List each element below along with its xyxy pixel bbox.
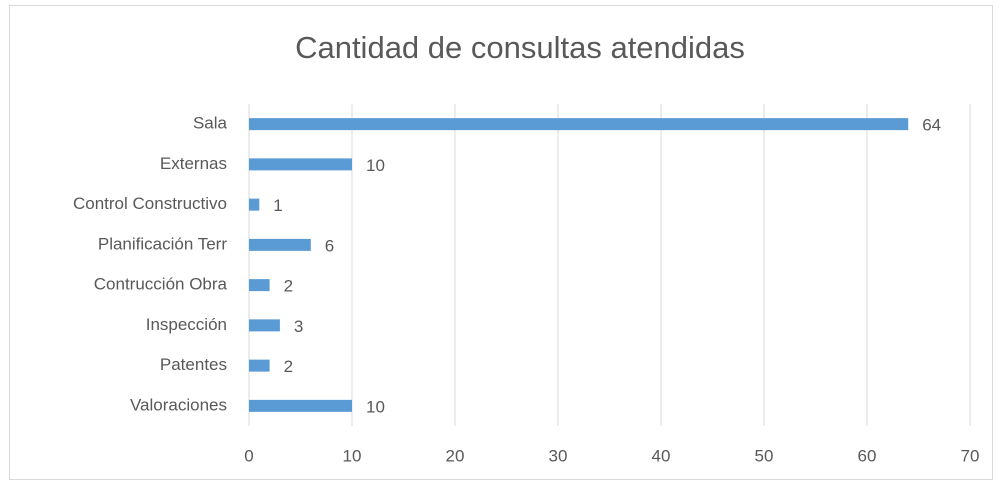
bar bbox=[249, 319, 280, 332]
bar bbox=[249, 399, 352, 412]
bar bbox=[249, 279, 270, 292]
x-tick-label: 30 bbox=[549, 446, 568, 465]
x-tick-label: 20 bbox=[446, 446, 465, 465]
data-label: 3 bbox=[294, 317, 303, 336]
y-tick-label: Patentes bbox=[160, 355, 227, 374]
x-tick-label: 60 bbox=[858, 446, 877, 465]
x-tick-label: 0 bbox=[244, 446, 253, 465]
bar bbox=[249, 359, 270, 372]
chart-title: Cantidad de consultas atendidas bbox=[295, 30, 745, 65]
y-tick-label: Sala bbox=[193, 114, 228, 133]
data-label: 2 bbox=[284, 357, 293, 376]
x-tick-label: 70 bbox=[961, 446, 980, 465]
y-tick-label: Contrucción Obra bbox=[94, 275, 228, 294]
data-label: 6 bbox=[325, 236, 334, 255]
bar bbox=[249, 238, 311, 251]
data-label: 10 bbox=[366, 156, 385, 175]
y-tick-label: Externas bbox=[160, 154, 227, 173]
x-tick-label: 50 bbox=[755, 446, 774, 465]
y-tick-label: Planificación Terr bbox=[98, 234, 227, 253]
y-tick-label: Inspección bbox=[146, 315, 227, 334]
y-tick-label: Valoraciones bbox=[130, 395, 227, 414]
data-label: 10 bbox=[366, 397, 385, 416]
bar bbox=[249, 198, 260, 211]
data-label: 2 bbox=[284, 277, 293, 296]
bar bbox=[249, 118, 909, 131]
x-tick-label: 40 bbox=[652, 446, 671, 465]
x-tick-label: 10 bbox=[343, 446, 362, 465]
data-label: 64 bbox=[922, 116, 941, 135]
data-label: 1 bbox=[273, 196, 282, 215]
chart-border bbox=[9, 5, 993, 480]
y-tick-label: Control Constructivo bbox=[73, 194, 227, 213]
bar bbox=[249, 158, 352, 171]
